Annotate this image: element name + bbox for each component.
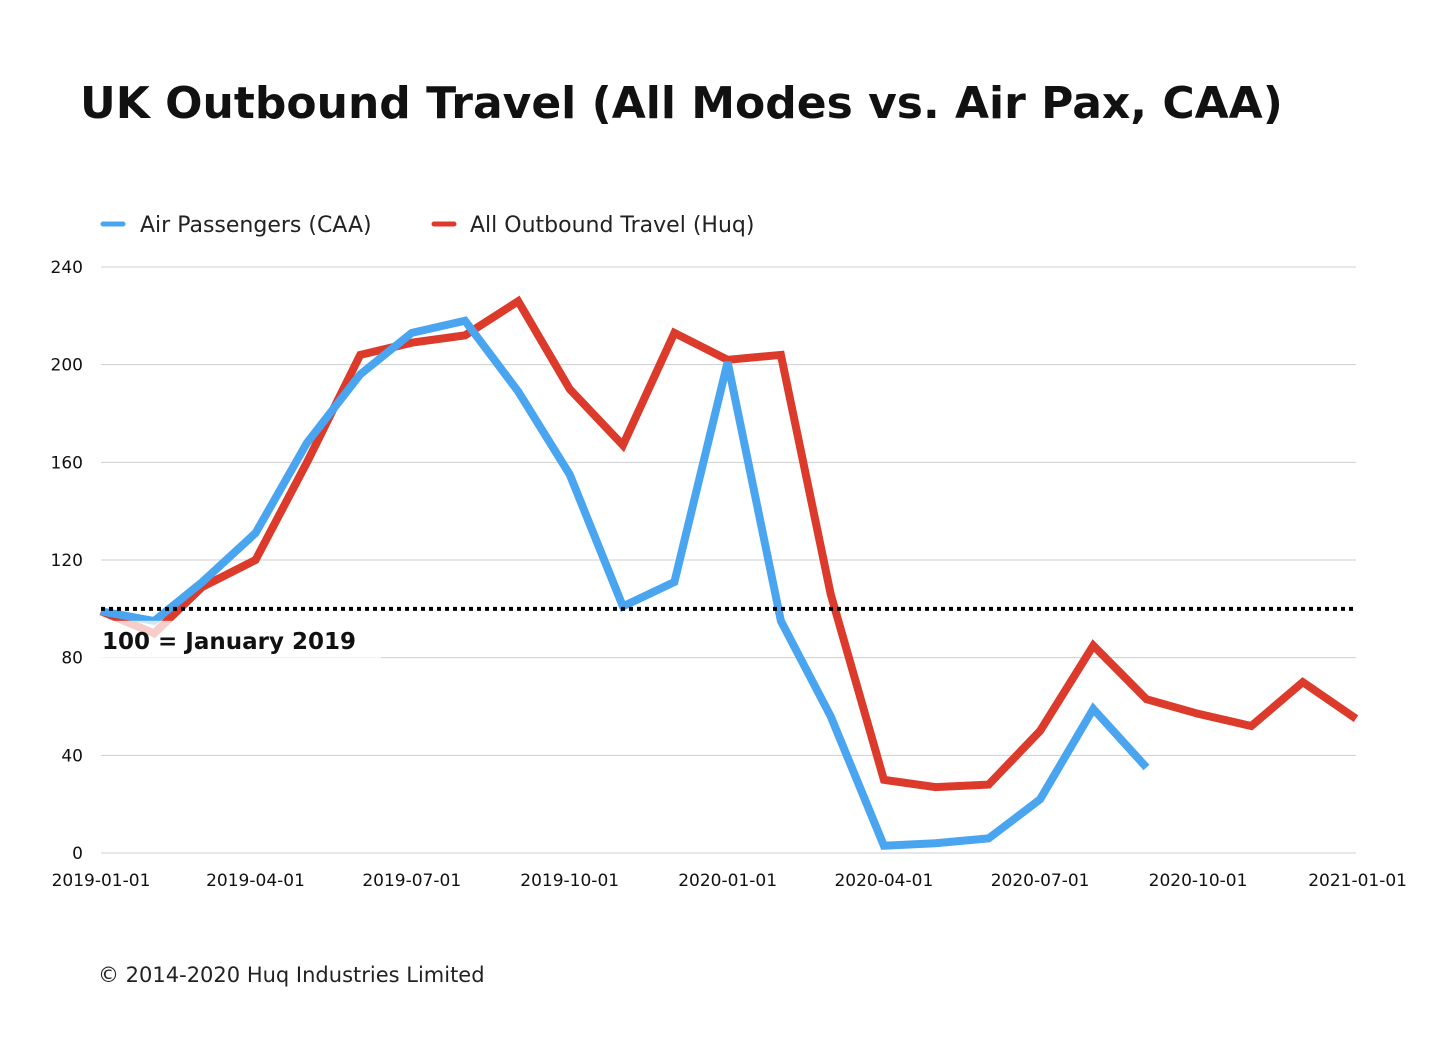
series-lines [99, 295, 1359, 850]
series-line-all-outbound [99, 295, 1359, 792]
x-axis-ticks: 2019-01-01 2019-04-01 2019-07-01 2019-10-01… [52, 871, 1407, 891]
legend-label-huq: All Outbound Travel (Huq) [470, 213, 754, 238]
y-tick-label: 120 [51, 551, 83, 571]
y-axis-ticks: 0 40 80 120 160 200 240 [51, 258, 83, 864]
x-tick-label: 2019-04-01 [206, 871, 305, 891]
y-tick-label: 40 [61, 746, 83, 766]
y-tick-label: 80 [61, 649, 83, 669]
y-tick-label: 160 [51, 453, 83, 473]
chart-title: UK Outbound Travel (All Modes vs. Air Pa… [80, 78, 1283, 129]
grid-lines [101, 266, 1356, 854]
y-tick-label: 240 [51, 258, 83, 278]
x-tick-label: 2021-01-01 [1308, 871, 1407, 891]
x-tick-label: 2020-01-01 [678, 871, 777, 891]
series-line-air-passengers [100, 316, 1150, 850]
x-tick-label: 2019-01-01 [52, 871, 151, 891]
x-tick-label: 2020-10-01 [1149, 871, 1248, 891]
x-tick-label: 2020-04-01 [834, 871, 933, 891]
y-tick-label: 0 [72, 844, 83, 864]
x-tick-label: 2019-10-01 [520, 871, 619, 891]
y-tick-label: 200 [51, 356, 83, 376]
x-tick-label: 2020-07-01 [991, 871, 1090, 891]
reference-label: 100 = January 2019 [102, 629, 356, 655]
reference-line-group: 100 = January 2019 [99, 606, 1356, 659]
legend-label-air: Air Passengers (CAA) [140, 213, 372, 238]
copyright-footer: © 2014-2020 Huq Industries Limited [98, 963, 485, 987]
x-tick-label: 2019-07-01 [362, 871, 461, 891]
legend: Air Passengers (CAA) All Outbound Travel… [100, 213, 754, 238]
reference-label-background [99, 620, 381, 659]
